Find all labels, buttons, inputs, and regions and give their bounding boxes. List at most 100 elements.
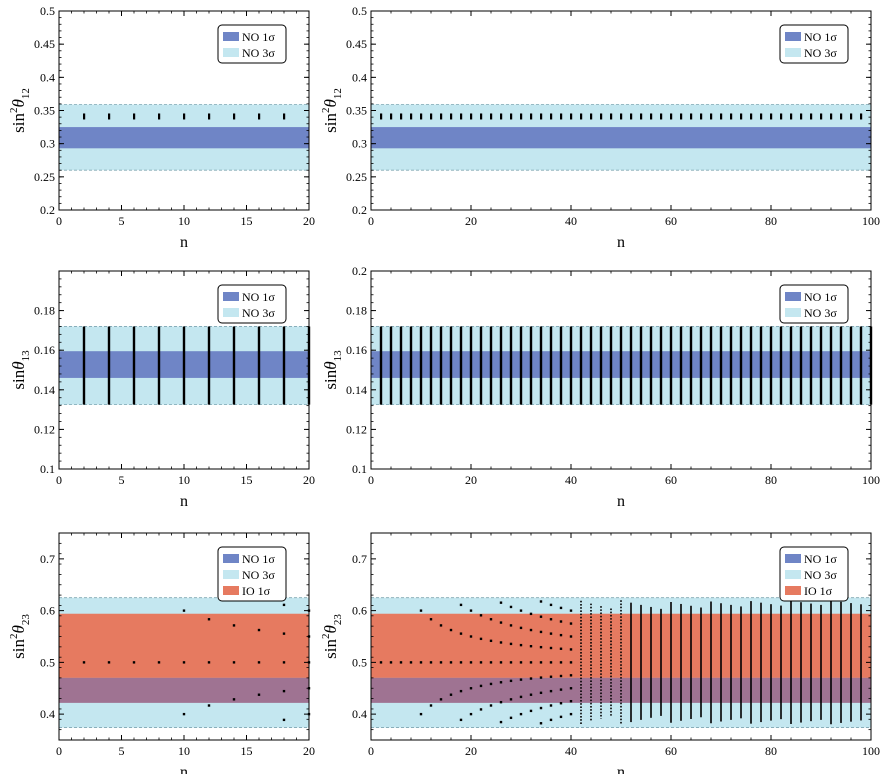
band-1 <box>59 613 309 678</box>
x-tick-label: 0 <box>56 214 62 228</box>
data-point <box>429 661 433 664</box>
data-point <box>282 603 286 607</box>
data-point <box>840 113 843 120</box>
data-point <box>529 693 533 696</box>
x-tick-label: 100 <box>862 744 880 758</box>
legend-swatch <box>223 570 239 579</box>
data-point <box>559 647 563 650</box>
data-point <box>499 641 503 644</box>
x-tick-label: 0 <box>56 473 62 487</box>
x-tick-label: 80 <box>765 744 777 758</box>
data-point <box>499 681 503 684</box>
y-axis: 0.2 0.25 0.3 0.35 0.4 0.45 0.5 <box>346 4 871 217</box>
y-tick-label: 0.4 <box>352 70 367 84</box>
data-point <box>470 113 473 120</box>
data-point <box>539 600 543 603</box>
data-point <box>860 113 863 120</box>
y-label-sub: 23 <box>20 614 32 626</box>
data-point <box>539 706 543 710</box>
y-axis-label: sin2θ23 <box>320 614 344 659</box>
data-point <box>559 702 563 705</box>
data-point <box>207 618 211 621</box>
x-tick-label: 100 <box>862 214 880 228</box>
data-point <box>439 624 443 627</box>
y-label-sup: 2 <box>320 108 332 114</box>
data-point <box>539 691 543 695</box>
legend-label: NO 1σ <box>242 552 275 566</box>
band-1 <box>371 127 871 149</box>
y-label-theta: θ <box>9 361 28 369</box>
y-tick-label: 0.4 <box>352 707 367 721</box>
data-point <box>539 661 543 664</box>
data-point <box>459 632 463 635</box>
data-point <box>540 113 543 120</box>
data-point <box>430 113 433 120</box>
y-tick-label: 0.16 <box>34 343 55 357</box>
data-point <box>830 113 833 120</box>
legend-swatch <box>223 308 239 317</box>
data-point <box>182 712 186 716</box>
x-tick-label: 60 <box>665 744 677 758</box>
data-point <box>509 661 513 664</box>
y-axis-label: sinθ13 <box>9 350 32 390</box>
y-axis-label: sin2θ23 <box>8 614 32 659</box>
data-point <box>569 712 573 716</box>
x-axis: 0 20 40 60 80 100 <box>368 533 880 758</box>
data-marks <box>379 600 862 725</box>
y-tick-label: 0.4 <box>40 707 55 721</box>
y-tick-label: 0.35 <box>346 104 367 118</box>
data-point <box>530 113 533 120</box>
data-point <box>499 700 503 704</box>
data-point <box>569 699 573 703</box>
data-point <box>132 661 136 664</box>
data-point <box>409 661 413 664</box>
data-point <box>559 633 563 637</box>
data-point <box>399 661 403 664</box>
data-point <box>439 698 443 701</box>
data-point <box>549 718 553 722</box>
data-point <box>499 621 503 624</box>
data-point <box>549 704 553 707</box>
data-point <box>257 628 261 632</box>
data-point <box>569 622 573 625</box>
x-tick-label: 20 <box>465 473 477 487</box>
y-tick-label: 0.25 <box>34 170 55 184</box>
data-point <box>107 661 111 664</box>
data-point <box>449 628 453 632</box>
data-point <box>740 113 743 120</box>
data-point <box>559 661 563 664</box>
data-point <box>770 113 773 120</box>
data-point <box>390 113 393 120</box>
data-point <box>529 628 533 632</box>
data-point <box>730 113 733 120</box>
legend-label: NO 1σ <box>804 552 837 566</box>
data-point <box>499 661 503 664</box>
panel-2: 0 20 40 60 80 100 0.2 0.25 0.3 0.35 0.4 0.45 0.5 n sin… <box>320 4 880 251</box>
y-label-sub: 13 <box>332 350 344 362</box>
data-point <box>489 704 493 707</box>
x-tick-label: 0 <box>368 744 374 758</box>
y-tick-label: 0.45 <box>346 37 367 51</box>
data-point <box>439 661 443 664</box>
data-point <box>640 113 643 120</box>
x-axis: 0 5 10 15 20 <box>56 271 315 487</box>
x-axis-label: n <box>617 764 625 774</box>
data-point <box>529 677 533 680</box>
legend-swatch <box>223 554 239 563</box>
y-label-theta: θ <box>321 99 340 107</box>
data-point <box>549 675 553 678</box>
x-tick-label: 5 <box>119 214 125 228</box>
data-point <box>489 661 493 664</box>
data-point <box>569 648 573 651</box>
data-point <box>680 113 683 120</box>
data-point <box>559 620 563 623</box>
y-tick-label: 0.4 <box>40 70 55 84</box>
x-axis: 0 5 10 15 20 <box>56 11 315 228</box>
band-1 <box>59 127 309 149</box>
legend-label: IO 1σ <box>242 584 271 598</box>
y-tick-label: 0.12 <box>34 422 55 436</box>
data-point <box>549 689 553 693</box>
legend-swatch <box>223 292 239 301</box>
data-point <box>660 113 663 120</box>
